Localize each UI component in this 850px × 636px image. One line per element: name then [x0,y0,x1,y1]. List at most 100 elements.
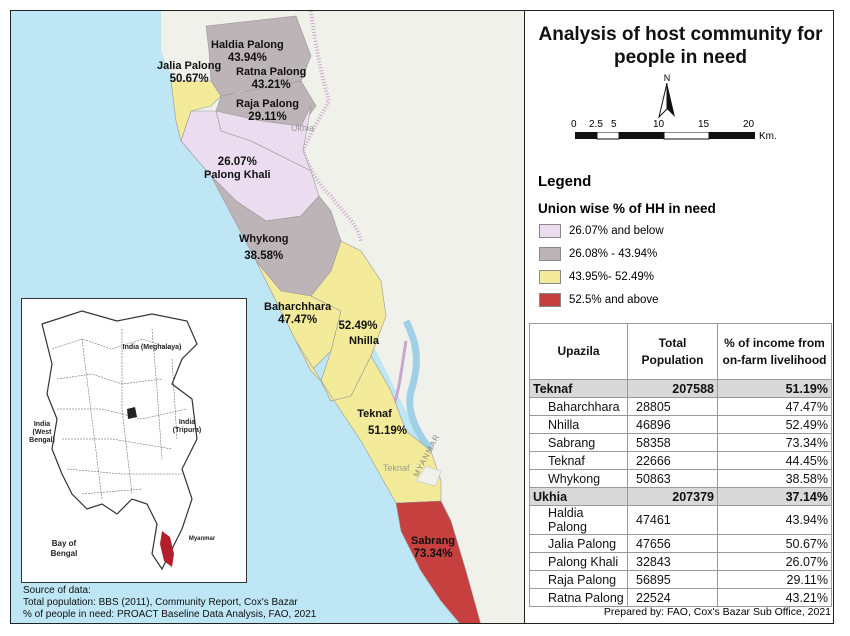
place-ukhia: Ukhia [291,123,315,133]
cell-name: Teknaf [529,451,628,470]
cell-population: 32843 [627,552,718,571]
scale-unit: Km. [759,131,777,142]
scale-tick: 5 [611,119,617,130]
cell-pct: 26.07% [717,552,832,571]
inset-label-west-bengal: India (West Bengal) [29,421,55,444]
cell-name: Haldia Palong [529,505,628,535]
cell-population: 28805 [627,397,718,416]
inset-label-meghalaya: India (Meghalaya) [122,344,182,351]
label-haldia-palong: Haldia Palong 43.94% [211,39,284,64]
cell-population: 47656 [627,534,718,553]
inset-canvas [41,310,198,571]
label-raja-palong: Raja Palong 29.11% [236,98,299,123]
cell-pct: 38.58% [717,469,832,488]
scale-tick: 10 [653,119,665,130]
table-row: Jalia Palong 47656 50.67% [529,534,832,553]
table-row: Baharchhara 28805 47.47% [529,397,832,416]
cell-name: Sabrang [529,433,628,452]
source-line-3: % of people in need: PROACT Baseline Dat… [23,609,317,620]
cell-name: Ukhia [529,487,628,506]
main-map: Haldia Palong 43.94% Jalia Palong 50.67% R… [11,11,525,623]
header-income: % of income from on-farm livelihood [717,323,832,380]
north-arrow: N [652,73,682,121]
scale-tick: 0 [571,119,577,130]
legend-subheading: Union wise % of HH in need [538,201,716,216]
credit-note: Prepared by: FAO, Cox's Bazar Sub Office… [603,606,831,618]
map-layout: Haldia Palong 43.94% Jalia Palong 50.67% R… [10,10,834,624]
union-sabrang [395,500,481,623]
cell-name: Ratna Palong [529,588,628,607]
place-teknaf: Teknaf [383,463,410,473]
label-palong-khali: 26.07% Palong Khali [204,156,271,181]
cell-pct: 29.11% [717,570,832,589]
cell-population: 47461 [627,505,718,535]
cell-pct: 73.34% [717,433,832,452]
scale-bar-graphic [575,132,755,140]
cell-population: 22524 [627,588,718,607]
source-line-1: Source of data: [23,585,91,596]
population-table: Upazila Total Population % of income fro… [529,323,832,607]
teknaf-town [415,465,442,487]
legend-label: 52.5% and above [569,294,659,306]
legend-heading: Legend [538,173,592,190]
legend-swatch [539,224,561,238]
inset-label-myanmar: Myanmar [188,536,216,542]
table-group-row: Teknaf 207588 51.19% [529,379,832,398]
inset-label-bay: Bay of Bengal [50,539,78,558]
label-nhilla: 52.49% Nhilla [338,320,379,347]
table-row: Ratna Palong 22524 43.21% [529,588,832,607]
table-row: Whykong 50863 38.58% [529,469,832,488]
cell-population: 207588 [627,379,718,398]
cell-pct: 47.47% [717,397,832,416]
legend-item: 26.07% and below [539,223,664,239]
legend-label: 43.95%- 52.49% [569,271,655,283]
scale-tick: 20 [743,119,755,130]
label-baharchhara: Baharchhara 47.47% [264,301,332,326]
label-sabrang: Sabrang 73.34% [411,535,456,560]
legend-swatch [539,293,561,307]
legend-item: 52.5% and above [539,292,659,308]
cell-population: 207379 [627,487,718,506]
table-row: Palong Khali 32843 26.07% [529,552,832,571]
cell-name: Nhilla [529,415,628,434]
cell-name: Whykong [529,469,628,488]
cell-pct: 43.94% [717,505,832,535]
table-row: Raja Palong 56895 29.11% [529,570,832,589]
cell-pct: 50.67% [717,534,832,553]
union-teknaf [295,340,442,504]
legend-swatch [539,247,561,261]
legend-label: 26.08% - 43.94% [569,248,658,260]
table-row: Teknaf 22666 44.45% [529,451,832,470]
district-lines [51,328,188,500]
cell-pct: 52.49% [717,415,832,434]
cell-pct: 37.14% [717,487,832,506]
cell-name: Palong Khali [529,552,628,571]
cell-population: 50863 [627,469,718,488]
legend-swatch [539,270,561,284]
inset-study-area [160,531,174,567]
cell-pct: 44.45% [717,451,832,470]
source-line-2: Total population: BBS (2011), Community … [23,597,298,608]
cell-name: Jalia Palong [529,534,628,553]
table-row: Haldia Palong 47461 43.94% [529,505,832,535]
header-population: Total Population [627,323,718,380]
cell-name: Baharchhara [529,397,628,416]
cell-population: 58358 [627,433,718,452]
cell-population: 46896 [627,415,718,434]
label-ratna-palong: Ratna Palong 43.21% [236,66,307,91]
scale-tick: 15 [698,119,710,130]
cell-pct: 51.19% [717,379,832,398]
inset-label-tripura: India (Tripura) [172,419,202,434]
inset-map: India (Meghalaya) India (West Bengal) In… [21,298,247,583]
inset-dhaka [127,407,137,419]
scale-tick: 2.5 [589,119,603,130]
scale-bar: 0 2.5 5 10 15 20 Km. [571,119,777,153]
source-note: Source of data: Total population: BBS (2… [23,585,316,621]
label-teknaf: Teknaf 51.19% [357,408,408,437]
cell-population: 56895 [627,570,718,589]
header-upazila: Upazila [529,323,628,380]
cell-population: 22666 [627,451,718,470]
legend-label: 26.07% and below [569,225,664,237]
north-label: N [663,73,671,83]
cell-name: Raja Palong [529,570,628,589]
